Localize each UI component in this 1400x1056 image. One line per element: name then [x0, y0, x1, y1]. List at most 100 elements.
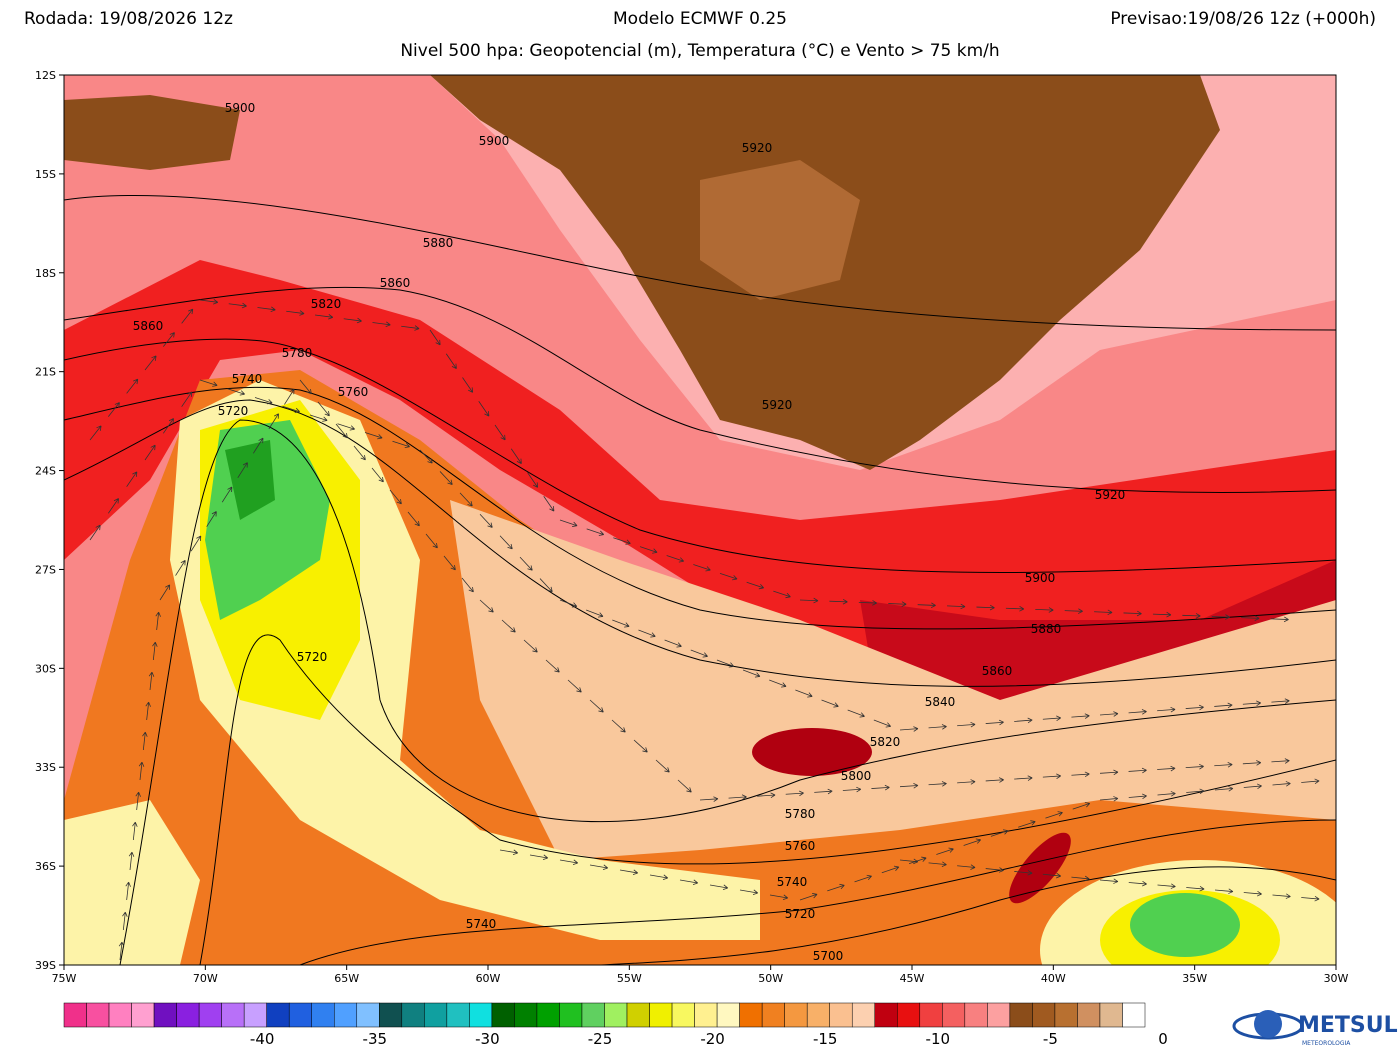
wind-arrow: [559, 519, 578, 527]
lon-label: 65W: [334, 972, 359, 985]
wind-arrow: [1042, 872, 1061, 879]
wind-arrow: [1123, 610, 1142, 617]
colorbar-swatch: [1009, 1002, 1033, 1028]
colorbar-swatch: [108, 1002, 132, 1028]
colorbar-swatch: [176, 1002, 200, 1028]
wind-arrow: [799, 893, 818, 901]
lon-label: 35W: [1182, 972, 1207, 985]
wind-arrow: [1071, 875, 1090, 882]
lat-label: 24S: [35, 465, 56, 478]
wind-arrow: [947, 603, 966, 610]
colorbar-swatch: [626, 1002, 650, 1028]
contour-labels: 5900 5900 5920 5880 5860 5820 5860 5780 5740 5760…: [133, 101, 1126, 963]
wind-arrow: [612, 619, 630, 628]
wind-arrow: [1014, 775, 1033, 781]
colorbar-swatch: [716, 1002, 740, 1028]
wind-arrow: [299, 379, 312, 395]
wind-arrow: [679, 879, 699, 885]
colorbar-swatch: [424, 1002, 448, 1028]
colorbar-swatch: [469, 1002, 493, 1028]
wind-arrow: [199, 379, 218, 387]
wind-arrow: [1186, 788, 1205, 795]
colorbar-swatch: [1099, 1002, 1123, 1028]
wind-arrow: [523, 639, 538, 653]
wind-arrow: [419, 449, 433, 464]
wind-arrow: [254, 397, 273, 405]
temp-area: [64, 260, 1336, 700]
wind-arrow: [425, 533, 438, 549]
colorbar-swatch: [514, 1002, 538, 1028]
wind-arrow: [899, 783, 919, 789]
run-label: Rodada: 19/08/2026 12z: [24, 9, 233, 29]
wind-arrow: [1042, 715, 1062, 721]
colorbar-swatch: [604, 1002, 628, 1028]
contour-label: 5820: [311, 297, 342, 311]
wind-arrow: [785, 790, 804, 797]
wind-arrow: [873, 719, 891, 728]
colorbar-swatch: [536, 1002, 560, 1028]
colorbar-swatch: [401, 1002, 425, 1028]
wind-arrow: [976, 604, 995, 611]
wind-arrow: [145, 701, 151, 721]
wind-arrow: [459, 492, 473, 507]
lon-label: 50W: [758, 972, 783, 985]
wind-arrow: [1182, 613, 1201, 619]
wind-arrow: [821, 699, 839, 708]
model-label: Modelo ECMWF 0.25: [613, 9, 787, 29]
logo: METSUL METEOROLOGIA: [1232, 1010, 1398, 1047]
wind-arrow: [89, 524, 101, 541]
wind-arrow: [159, 584, 171, 601]
wind-arrow: [181, 391, 193, 407]
wind-arrow: [799, 597, 819, 604]
wind-arrow: [1301, 895, 1320, 902]
colorbar-label: -40: [250, 1030, 275, 1048]
contour-line: [119, 419, 1336, 965]
wind-arrow: [936, 847, 954, 855]
contour-label: 5900: [225, 101, 256, 115]
wind-arrow: [461, 577, 474, 593]
wind-arrow: [443, 555, 456, 571]
wind-arrow: [314, 314, 334, 320]
colorbar-swatch: [987, 1002, 1011, 1028]
wind-arrow: [795, 689, 813, 698]
contour-line: [199, 634, 1336, 965]
wind-arrow: [990, 829, 1009, 837]
wind-arrow: [699, 796, 719, 802]
wind-arrow: [666, 555, 685, 563]
wind-arrow: [1186, 885, 1205, 892]
temp-area: [225, 440, 275, 520]
wind-arrow: [1128, 767, 1147, 774]
colorbar-label: -30: [475, 1030, 500, 1048]
wind-arrow: [619, 869, 639, 875]
wind-arrow: [589, 864, 609, 870]
contour-label: 5920: [762, 398, 793, 412]
wind-arrow: [773, 590, 791, 599]
contour-label: 5860: [133, 319, 164, 333]
wind-arrow: [510, 448, 522, 464]
colorbar-swatch: [761, 1002, 785, 1028]
colorbar-swatch: [63, 1002, 87, 1028]
map-frame: [63, 74, 1337, 966]
wind-arrow: [89, 425, 102, 441]
wind-arrow: [237, 462, 248, 478]
colorbar-swatch: [942, 1002, 966, 1028]
wind-arrow: [144, 355, 157, 371]
wind-arrow: [693, 564, 711, 572]
colorbar-swatch: [559, 1002, 583, 1028]
wind-arrow: [539, 578, 553, 593]
contour-label: 5720: [218, 404, 249, 418]
wind-arrow: [371, 467, 384, 483]
wind-arrow: [286, 310, 305, 316]
contour-label: 5860: [380, 276, 411, 290]
wind-arrow: [494, 424, 506, 441]
colorbar-swatch: [806, 1002, 830, 1028]
wind-arrow: [649, 874, 669, 880]
wind-arrow: [928, 724, 947, 730]
wind-arrow: [1301, 778, 1320, 785]
contour-label: 5740: [232, 372, 263, 386]
wind-arrow: [343, 317, 362, 324]
wind-arrow: [814, 788, 833, 795]
wind-arrow: [1099, 878, 1119, 884]
colorbar-label: -10: [926, 1030, 951, 1048]
